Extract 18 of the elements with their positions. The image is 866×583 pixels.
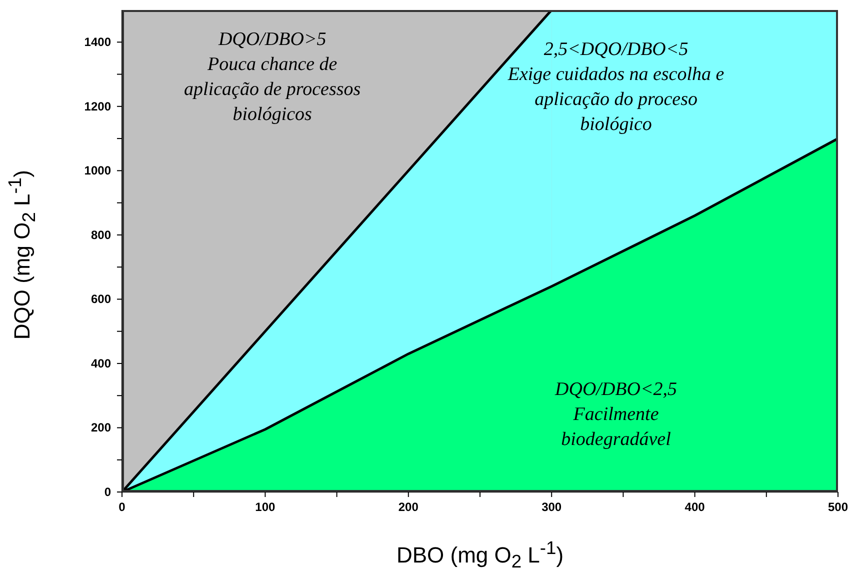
x-tick-label: 400	[684, 500, 706, 514]
y-tick-label: 600	[90, 292, 112, 306]
x-tick-label: 200	[398, 500, 419, 514]
annotation: 2,5<DQO/DBO<5 Exige cuidados na escolha e aplicação do proceso biológico	[506, 38, 726, 138]
x-tick-label: 500	[828, 500, 848, 514]
x-tick-label: 0	[118, 500, 126, 514]
y-tick-label: 1200	[84, 99, 112, 114]
y-tick-label: 400	[90, 356, 112, 370]
annotation: DQO/DBO>5 Pouca chance de aplicação de processos biológicos	[183, 28, 362, 128]
y-tick-label: 800	[90, 228, 112, 242]
x-axis-title: DBO (mg O$_{2}$ L$^{-1}$)	[395, 537, 565, 573]
y-tick-label: 200	[90, 420, 112, 435]
y-tick-label: 1400	[84, 35, 112, 50]
y-tick-label: 0	[104, 485, 112, 499]
annotation: DQO/DBO<2,5 Facilmente biodegradável	[554, 378, 678, 452]
x-tick-label: 100	[255, 500, 276, 514]
x-tick-label: 300	[542, 500, 562, 514]
y-tick-label: 1000	[84, 164, 112, 178]
